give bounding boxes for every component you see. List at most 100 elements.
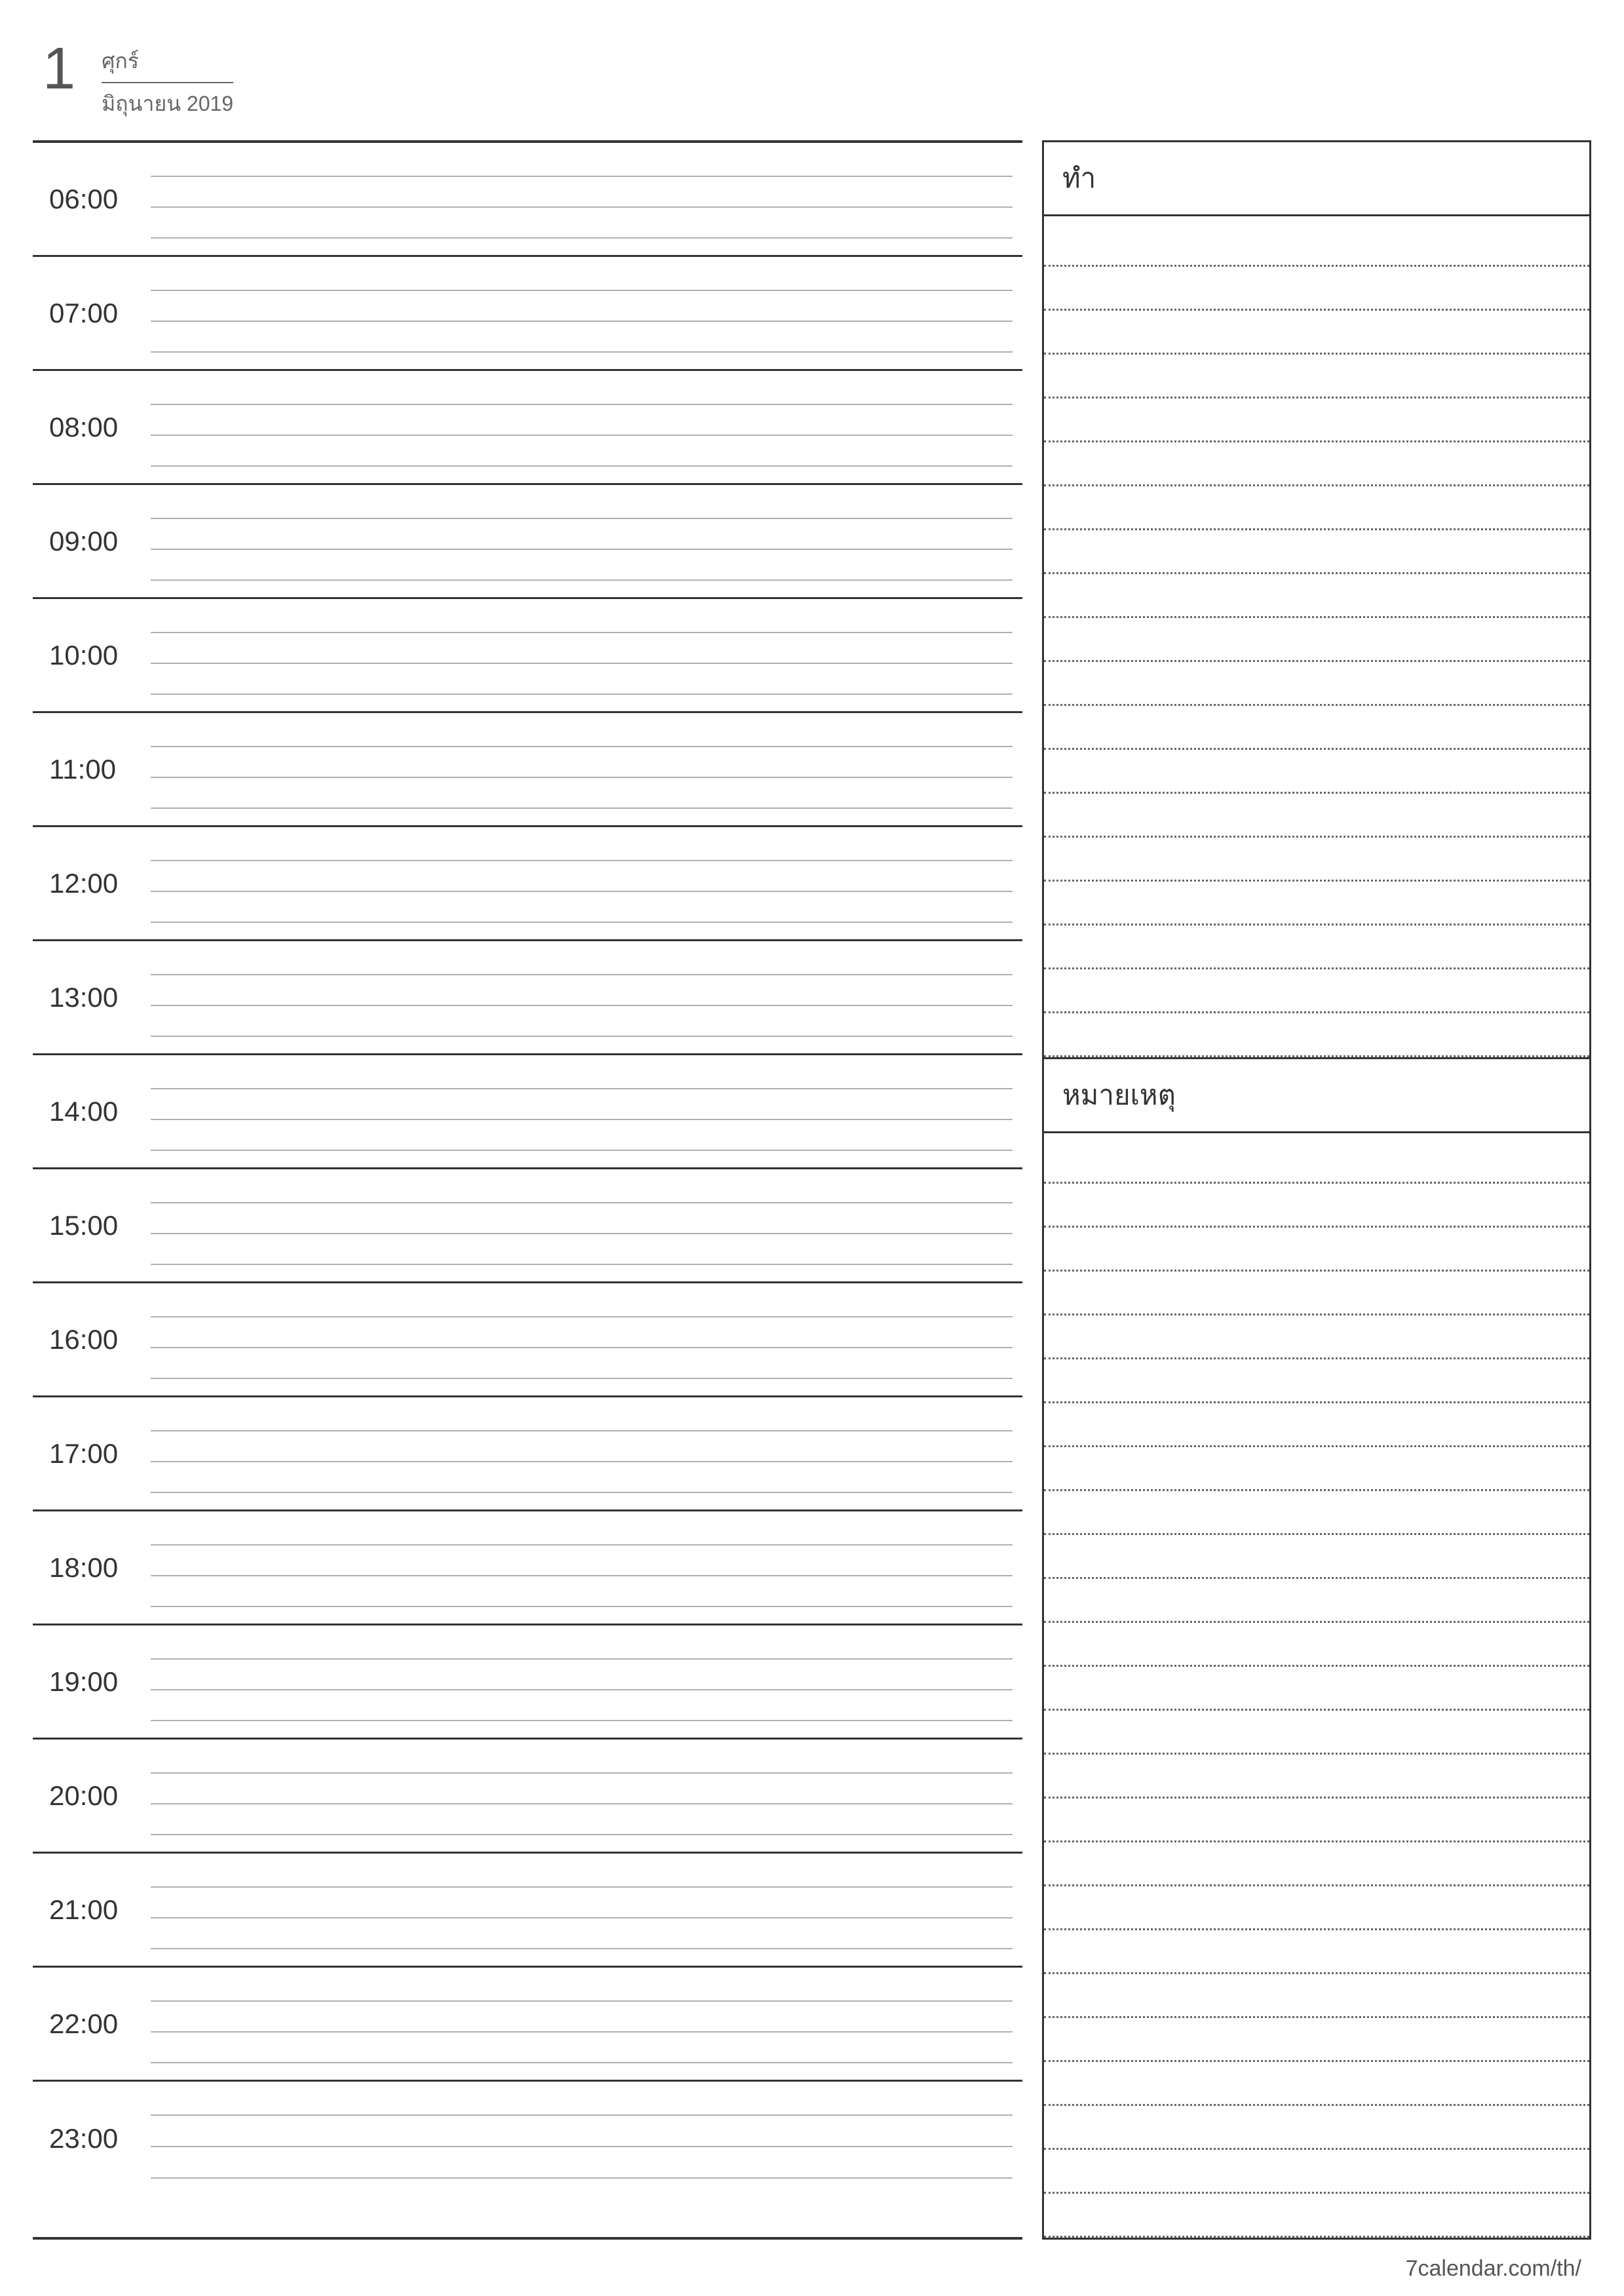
write-line	[151, 1476, 1013, 1493]
hour-block: 14:00	[33, 1055, 1022, 1169]
hour-label: 07:00	[33, 298, 151, 329]
hour-block: 17:00	[33, 1397, 1022, 1511]
write-line	[151, 1248, 1013, 1265]
todo-line	[1044, 662, 1589, 706]
hour-block: 09:00	[33, 485, 1022, 599]
notes-line	[1044, 1623, 1589, 1667]
write-line	[151, 388, 1013, 405]
hour-lines	[151, 609, 1022, 701]
write-line	[151, 502, 1013, 519]
hour-lines	[151, 951, 1022, 1043]
notes-line	[1044, 1667, 1589, 1711]
write-line	[151, 989, 1013, 1006]
hour-lines	[151, 381, 1022, 473]
write-line	[151, 844, 1013, 861]
hour-label: 17:00	[33, 1438, 151, 1469]
hour-block: 18:00	[33, 1511, 1022, 1625]
hour-block: 21:00	[33, 1854, 1022, 1968]
todo-title: ทำ	[1044, 142, 1589, 216]
write-line	[151, 1186, 1013, 1203]
hour-label: 18:00	[33, 1552, 151, 1584]
todo-line	[1044, 223, 1589, 267]
hour-label: 15:00	[33, 1210, 151, 1241]
write-line	[151, 1704, 1013, 1721]
write-line	[151, 906, 1013, 923]
notes-line	[1044, 1184, 1589, 1228]
hour-block: 11:00	[33, 713, 1022, 827]
write-line	[151, 1103, 1013, 1120]
planner-content: 06:0007:0008:0009:0010:0011:0012:0013:00…	[33, 140, 1591, 2240]
hour-block: 19:00	[33, 1625, 1022, 1740]
hour-label: 08:00	[33, 412, 151, 443]
todo-line	[1044, 442, 1589, 486]
write-line	[151, 2015, 1013, 2033]
hour-label: 12:00	[33, 868, 151, 899]
notes-line	[1044, 1711, 1589, 1755]
write-line	[151, 1072, 1013, 1089]
hour-lines	[151, 1293, 1022, 1386]
hour-block: 13:00	[33, 941, 1022, 1055]
hour-label: 21:00	[33, 1894, 151, 1926]
write-line	[151, 1528, 1013, 1546]
todo-line	[1044, 618, 1589, 662]
notes-line	[1044, 1403, 1589, 1447]
notes-line	[1044, 1359, 1589, 1403]
notes-line	[1044, 1447, 1589, 1491]
hour-label: 19:00	[33, 1666, 151, 1698]
write-line	[151, 1414, 1013, 1431]
notes-line	[1044, 1491, 1589, 1535]
write-line	[151, 191, 1013, 208]
hour-label: 14:00	[33, 1096, 151, 1127]
hour-label: 22:00	[33, 2008, 151, 2040]
write-line	[151, 1134, 1013, 1151]
sidebar: ทำ หมายเหตุ	[1042, 140, 1591, 2240]
footer-url: 7calendar.com/th/	[33, 2240, 1591, 2282]
write-line	[151, 647, 1013, 664]
write-line	[151, 450, 1013, 467]
write-line	[151, 1331, 1013, 1348]
notes-line	[1044, 2194, 1589, 2238]
todo-line	[1044, 399, 1589, 442]
hour-lines	[151, 1521, 1022, 1614]
hour-label: 11:00	[33, 754, 151, 785]
hour-label: 13:00	[33, 982, 151, 1013]
todo-line	[1044, 969, 1589, 1013]
todo-line	[1044, 530, 1589, 574]
hour-lines	[151, 1407, 1022, 1500]
hour-lines	[151, 837, 1022, 929]
todo-line	[1044, 838, 1589, 882]
notes-title: หมายเหตุ	[1044, 1059, 1589, 1133]
write-line	[151, 1590, 1013, 1607]
hour-label: 20:00	[33, 1780, 151, 1812]
hour-lines	[151, 1749, 1022, 1842]
notes-line	[1044, 1930, 1589, 1974]
write-line	[151, 2162, 1013, 2179]
write-line	[151, 1362, 1013, 1379]
todo-line	[1044, 882, 1589, 925]
weekday-label: ศุกร์	[102, 45, 233, 83]
hourly-schedule: 06:0007:0008:0009:0010:0011:0012:0013:00…	[33, 140, 1022, 2240]
todo-line	[1044, 311, 1589, 355]
notes-line	[1044, 1272, 1589, 1315]
notes-line	[1044, 1755, 1589, 1799]
write-line	[151, 875, 1013, 892]
write-line	[151, 1673, 1013, 1690]
hour-block: 08:00	[33, 371, 1022, 485]
notes-body	[1044, 1133, 1589, 2238]
hour-label: 10:00	[33, 640, 151, 671]
todo-line	[1044, 1013, 1589, 1057]
write-line	[151, 678, 1013, 695]
write-line	[151, 1932, 1013, 1949]
write-line	[151, 336, 1013, 353]
write-line	[151, 1020, 1013, 1037]
hour-label: 16:00	[33, 1324, 151, 1355]
hour-lines	[151, 723, 1022, 815]
notes-line	[1044, 1842, 1589, 1886]
notes-line	[1044, 2018, 1589, 2062]
todo-line	[1044, 574, 1589, 618]
notes-panel: หมายเหตุ	[1042, 1059, 1591, 2240]
write-line	[151, 274, 1013, 291]
write-line	[151, 222, 1013, 239]
hour-label: 09:00	[33, 526, 151, 557]
month-year-label: มิถุนายน 2019	[102, 87, 233, 121]
